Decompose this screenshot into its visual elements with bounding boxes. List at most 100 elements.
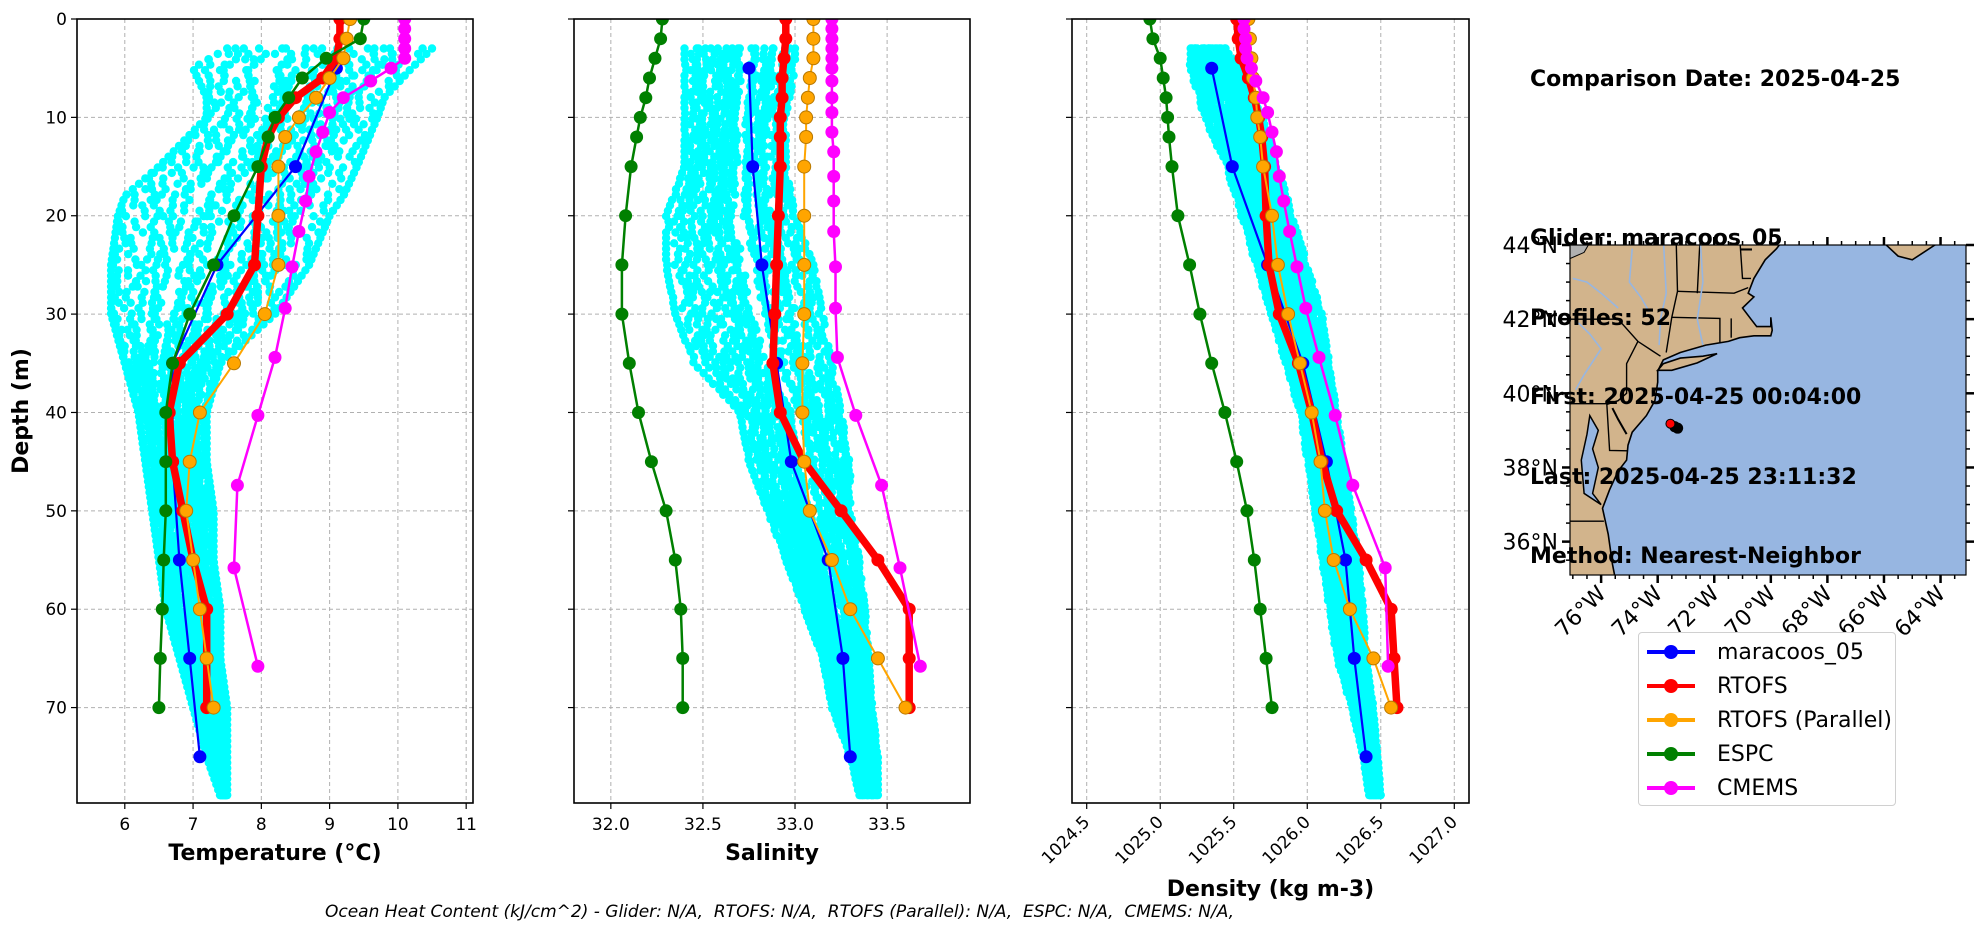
scatter-point [769,460,779,470]
scatter-point [238,320,247,329]
scatter-point [197,179,206,188]
scatter-point [239,130,248,140]
scatter-point [174,271,183,280]
scatter-point [277,60,286,69]
scatter-point [313,49,322,59]
scatter-point [784,347,793,356]
scatter-point [180,206,189,215]
scatter-point [121,293,130,302]
series-marker [285,260,299,274]
scatter-point [784,239,793,248]
scatter-point [271,309,280,318]
scatter-point [142,255,152,264]
series-marker [398,51,412,65]
scatter-point [180,244,190,253]
scatter-point [706,66,716,75]
scatter-point [685,325,694,334]
scatter-point [214,157,223,167]
scatter-point [344,130,354,140]
scatter-point [193,217,202,226]
scatter-point [119,304,129,313]
series-marker [271,159,286,174]
scatter-point [385,87,394,97]
scatter-point [669,217,679,226]
scatter-point [123,271,133,280]
scatter-point [693,195,703,205]
scatter-point [217,206,227,215]
scatter-point [416,55,425,64]
scatter-point [819,374,828,383]
series-marker [278,301,292,315]
scatter-point [355,103,365,113]
scatter-point [225,87,234,97]
scatter-point [137,314,146,324]
scatter-point [234,93,243,102]
scatter-point [786,228,795,237]
scatter-point [685,120,695,129]
scatter-point [298,125,307,134]
scatter-point [693,363,703,372]
scatter-point [121,212,131,221]
scatter-point [323,195,333,205]
scatter-point [405,66,414,75]
scatter-point [206,60,215,69]
scatter-point [225,60,234,69]
series-marker [207,258,221,272]
scatter-point [427,44,437,53]
scatter-point [727,233,736,243]
scatter-point [350,71,359,80]
scatter-point [191,130,200,140]
series-espc [152,19,371,715]
scatter-point [349,49,358,59]
scatter-point [213,49,222,59]
scatter-point [254,44,264,53]
x-tick-label: 6 [119,815,130,835]
scatter-point [296,185,305,194]
scatter-point [203,314,212,324]
scatter-point [211,201,220,210]
scatter-point [730,190,740,199]
scatter-point [698,309,707,318]
scatter-point [131,222,141,232]
scatter-point [211,103,220,113]
scatter-point [736,76,745,86]
scatter-point [222,147,231,156]
scatter-point [422,49,431,59]
series-marker [261,130,275,144]
scatter-point [705,244,714,253]
scatter-point [763,114,772,124]
scatter-point [309,212,318,221]
scatter-point [778,336,787,345]
scatter-point [319,206,328,215]
scatter-point [146,325,155,334]
scatter-point [290,201,299,210]
scatter-point [700,347,709,356]
scatter-point [712,363,721,372]
scatter-point [758,433,767,443]
scatter-point [167,157,176,167]
scatter-point [723,277,732,286]
scatter-point [806,352,815,362]
scatter-point [240,168,249,178]
scatter-point [307,222,317,232]
series-marker [251,408,265,422]
scatter-point [263,103,273,113]
series-marker [227,209,241,223]
scatter-point [141,266,150,275]
scatter-point [186,185,195,194]
series-marker [282,91,296,105]
plot-area [615,19,927,800]
scatter-point [226,260,235,270]
scatter-point [706,185,716,194]
series-marker [295,71,309,85]
scatter-point [204,93,214,102]
scatter-point [199,228,208,237]
series-marker [343,19,358,26]
scatter-point [710,152,719,161]
scatter-point [225,320,234,329]
scatter-point [679,266,688,275]
scatter-point [124,249,133,259]
scatter-point [708,379,718,389]
